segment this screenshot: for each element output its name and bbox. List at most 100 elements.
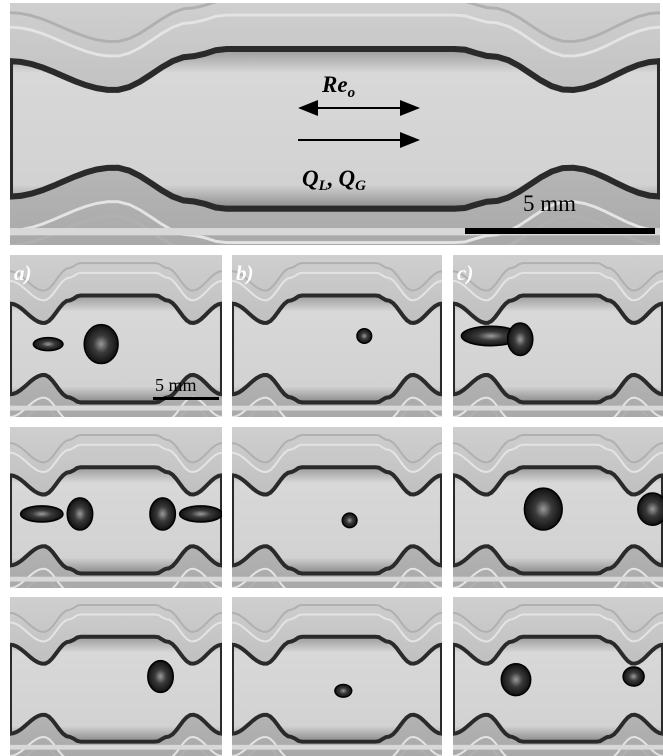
wall-band (10, 271, 222, 302)
channel (232, 293, 442, 405)
bubble (334, 683, 353, 698)
wall-band (10, 613, 222, 643)
wall-band (10, 736, 222, 756)
flow-liquid-subscript: L (318, 178, 328, 194)
wall-band (453, 603, 663, 633)
wall-band (232, 262, 442, 292)
panel-content (10, 3, 660, 245)
flow-gas: Q (339, 166, 356, 191)
panel-content (232, 255, 442, 417)
panel-content (232, 427, 442, 588)
bubble (66, 497, 94, 531)
grid-scale-bar-label: 5 mm (155, 375, 197, 395)
wall-band (10, 396, 222, 417)
image-panel (10, 427, 222, 588)
column-label: c) (457, 261, 473, 285)
wall-band (10, 3, 660, 44)
panel-content (453, 255, 663, 417)
image-panel (10, 597, 222, 756)
wall-band (453, 396, 663, 417)
channel (453, 293, 663, 405)
wall-band (232, 434, 442, 464)
wall-band (232, 271, 442, 302)
bottom-stripe (232, 576, 442, 582)
wall-band (10, 434, 222, 464)
bubble (637, 492, 663, 526)
bubble (19, 505, 64, 523)
bubble (500, 663, 532, 697)
wall-band (10, 214, 660, 245)
bottom-stripe (10, 405, 222, 411)
wall-band (232, 396, 442, 417)
wall-band (453, 613, 663, 643)
wall-band (10, 443, 222, 473)
image-panel (232, 597, 442, 756)
bubble (356, 327, 373, 345)
wall-band (10, 262, 222, 292)
bottom-stripe (10, 228, 660, 236)
separator: , (327, 166, 334, 191)
bubble (523, 487, 563, 531)
image-panel (453, 597, 663, 756)
wall-band (10, 13, 660, 58)
channel (453, 634, 663, 744)
bubble (149, 497, 177, 531)
bottom-stripe (232, 744, 442, 750)
image-panel (10, 3, 660, 245)
bubble (147, 659, 174, 694)
wall-band (232, 613, 442, 643)
reynolds-label: Reo (321, 72, 355, 101)
wall-band (453, 271, 663, 302)
wall-band (232, 567, 442, 588)
wall-band (453, 443, 663, 473)
bottom-stripe (453, 744, 663, 750)
channel (10, 465, 222, 576)
scale-bar (465, 228, 655, 234)
scale-bar-label: 5 mm (523, 191, 576, 216)
wall-band (10, 603, 222, 633)
panel-content (10, 597, 222, 756)
image-panel (232, 255, 442, 417)
panel-content (10, 255, 222, 417)
bottom-stripe (453, 576, 663, 582)
flow-gas-subscript: G (355, 178, 366, 194)
reynolds: Re (321, 72, 348, 97)
wall-band (453, 567, 663, 588)
wall-band (232, 736, 442, 756)
bubble (178, 505, 222, 523)
bubble (341, 512, 358, 529)
column-label: b) (236, 261, 254, 285)
flow-liquid: Q (302, 166, 319, 191)
image-panel (10, 255, 222, 417)
flow-label: QL, QG (302, 166, 366, 194)
wall-band (10, 567, 222, 588)
panel-content (10, 427, 222, 588)
bubble (83, 323, 119, 365)
column-label: a) (14, 261, 32, 285)
image-panel (232, 427, 442, 588)
wall-band (453, 262, 663, 292)
channel (232, 465, 442, 576)
wall-band (10, 200, 660, 245)
panel-content (453, 427, 663, 588)
wall-band (453, 736, 663, 756)
reynolds-subscript: o (348, 85, 356, 101)
wall-band (232, 603, 442, 633)
wall-band (453, 434, 663, 464)
bubble (32, 336, 64, 352)
channel (10, 634, 222, 744)
panels (10, 3, 663, 756)
bubble (506, 322, 534, 357)
wall-band (232, 443, 442, 473)
bottom-stripe (10, 744, 222, 750)
image-panel (453, 255, 663, 417)
image-panel (453, 427, 663, 588)
bubble (622, 666, 645, 687)
bottom-stripe (232, 405, 442, 411)
panel-content (453, 597, 663, 756)
bottom-stripe (10, 576, 222, 582)
channel (10, 45, 660, 212)
panel-content (232, 597, 442, 756)
grid-scale-bar (153, 397, 219, 400)
